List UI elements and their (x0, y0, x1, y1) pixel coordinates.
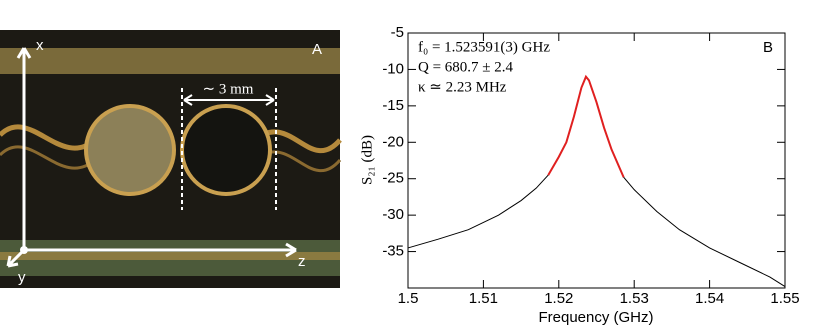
photo-panel: ∼ 3 mm x y z A (0, 30, 342, 288)
data-line (407, 75, 786, 287)
x-axis-label: Frequency (GHz) (538, 309, 653, 326)
y-tick-label: -30 (382, 206, 404, 223)
photo-stripe (0, 252, 340, 260)
annotation: κ ≃ 2.23 MHz (418, 79, 507, 95)
y-tick-label: -25 (382, 170, 404, 187)
y-tick-label: -35 (382, 243, 404, 260)
scale-arrow (183, 94, 275, 106)
axis-arrows (6, 47, 297, 268)
x-tick-label: 1.5 (398, 290, 419, 307)
y-tick-label: -5 (391, 24, 404, 41)
axis-name: y (18, 269, 26, 286)
x-tick-label: 1.55 (770, 290, 799, 307)
axis-name: z (298, 253, 306, 270)
annotation: f₀ = 1.523591(3) GHz (418, 39, 550, 55)
photo-top-strip (0, 48, 340, 74)
x-tick-label: 1.52 (544, 290, 573, 307)
x-tick-label: 1.51 (469, 290, 498, 307)
panel-label: A (312, 41, 322, 58)
y-axis-label: S₂₁ (dB) (359, 135, 375, 185)
y-tick-label: -15 (382, 97, 404, 114)
y-tick-label: -20 (382, 133, 404, 150)
plot-frame (407, 32, 786, 289)
x-tick-label: 1.53 (620, 290, 649, 307)
y-tick-label: -10 (382, 60, 404, 77)
photo-disk (180, 104, 272, 196)
annotation: Q = 680.7 ± 2.4 (418, 59, 514, 75)
axis-name: x (36, 37, 44, 54)
origin-dot (20, 246, 28, 254)
scale-label: ∼ 3 mm (203, 81, 254, 97)
panel-label: B (763, 39, 773, 56)
x-tick-label: 1.54 (695, 290, 724, 307)
photo-disk (84, 104, 176, 196)
data-line (547, 74, 625, 178)
